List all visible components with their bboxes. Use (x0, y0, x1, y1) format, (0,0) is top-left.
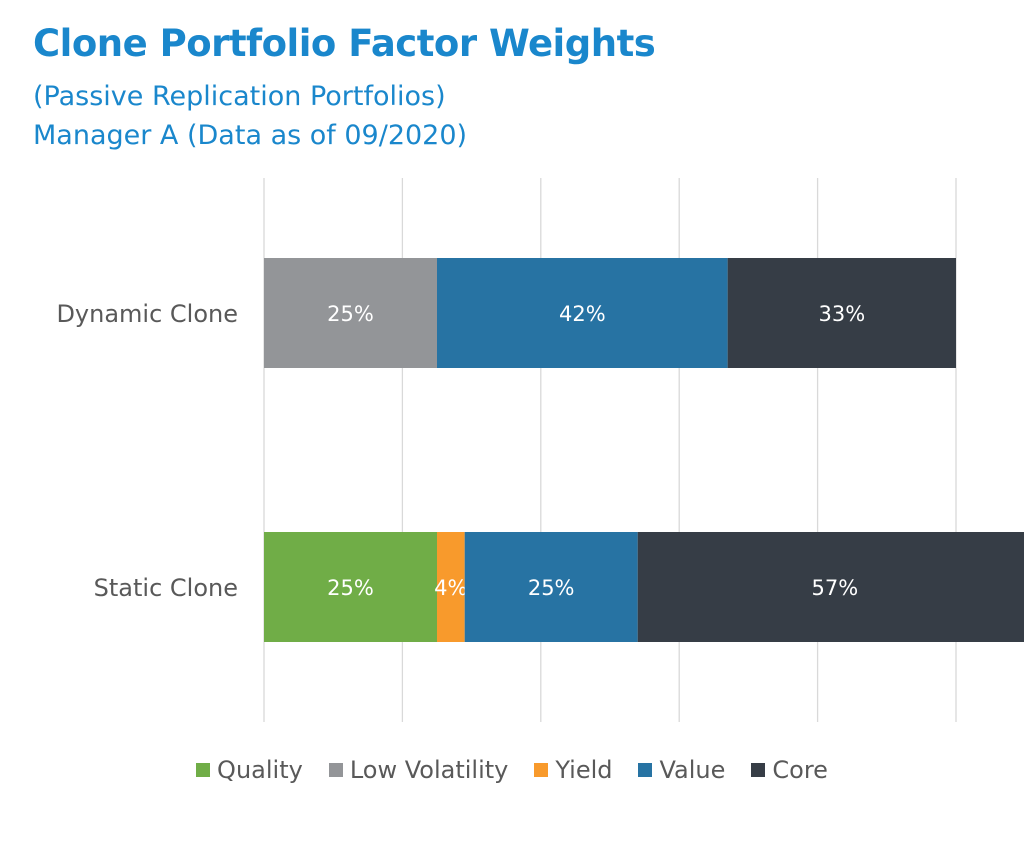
legend-swatch-core (751, 763, 766, 777)
category-label-dynamic-clone: Dynamic Clone (56, 300, 238, 328)
data-label-dynamic-clone-value: 42% (559, 302, 606, 326)
legend-swatch-quality (196, 763, 211, 777)
data-label-dynamic-clone-low-volatility: 25% (327, 302, 374, 326)
bar-static-clone-core (637, 532, 1024, 642)
legend-label-quality: Quality (217, 756, 303, 784)
legend-swatch-low-volatility (328, 763, 343, 777)
bar-dynamic-clone-value (437, 258, 728, 368)
bar-static-clone-value (464, 532, 638, 642)
legend-label-yield: Yield (555, 756, 613, 784)
chart-title: Clone Portfolio Factor Weights (33, 22, 656, 65)
data-label-dynamic-clone-core: 33% (818, 302, 865, 326)
bar-static-clone-quality (264, 532, 437, 642)
chart-legend: Quality Low Volatility Yield Value Core (0, 756, 1024, 784)
legend-label-value: Value (659, 756, 726, 784)
legend-item-core: Core (751, 756, 828, 784)
bar-static-clone-yield (437, 532, 465, 642)
legend-item-low-volatility: Low Volatility (328, 756, 509, 784)
legend-swatch-value (638, 763, 653, 777)
legend-label-low-volatility: Low Volatility (349, 756, 509, 784)
legend-label-core: Core (772, 756, 828, 784)
data-label-static-clone-quality: 25% (327, 576, 374, 600)
data-label-static-clone-core: 57% (812, 576, 859, 600)
bar-dynamic-clone-low-volatility (264, 258, 437, 368)
data-label-static-clone-yield: 4% (434, 576, 467, 600)
bar-dynamic-clone-core (727, 258, 956, 368)
category-label-static-clone: Static Clone (94, 574, 238, 602)
chart-subtitle-line-1: (Passive Replication Portfolios) (33, 81, 446, 112)
legend-item-yield: Yield (534, 756, 612, 784)
legend-item-quality: Quality (196, 756, 303, 784)
chart-subtitle-line-2: Manager A (Data as of 09/2020) (33, 120, 468, 151)
legend-swatch-yield (534, 763, 549, 777)
data-label-static-clone-value: 25% (528, 576, 575, 600)
legend-item-value: Value (638, 756, 725, 784)
